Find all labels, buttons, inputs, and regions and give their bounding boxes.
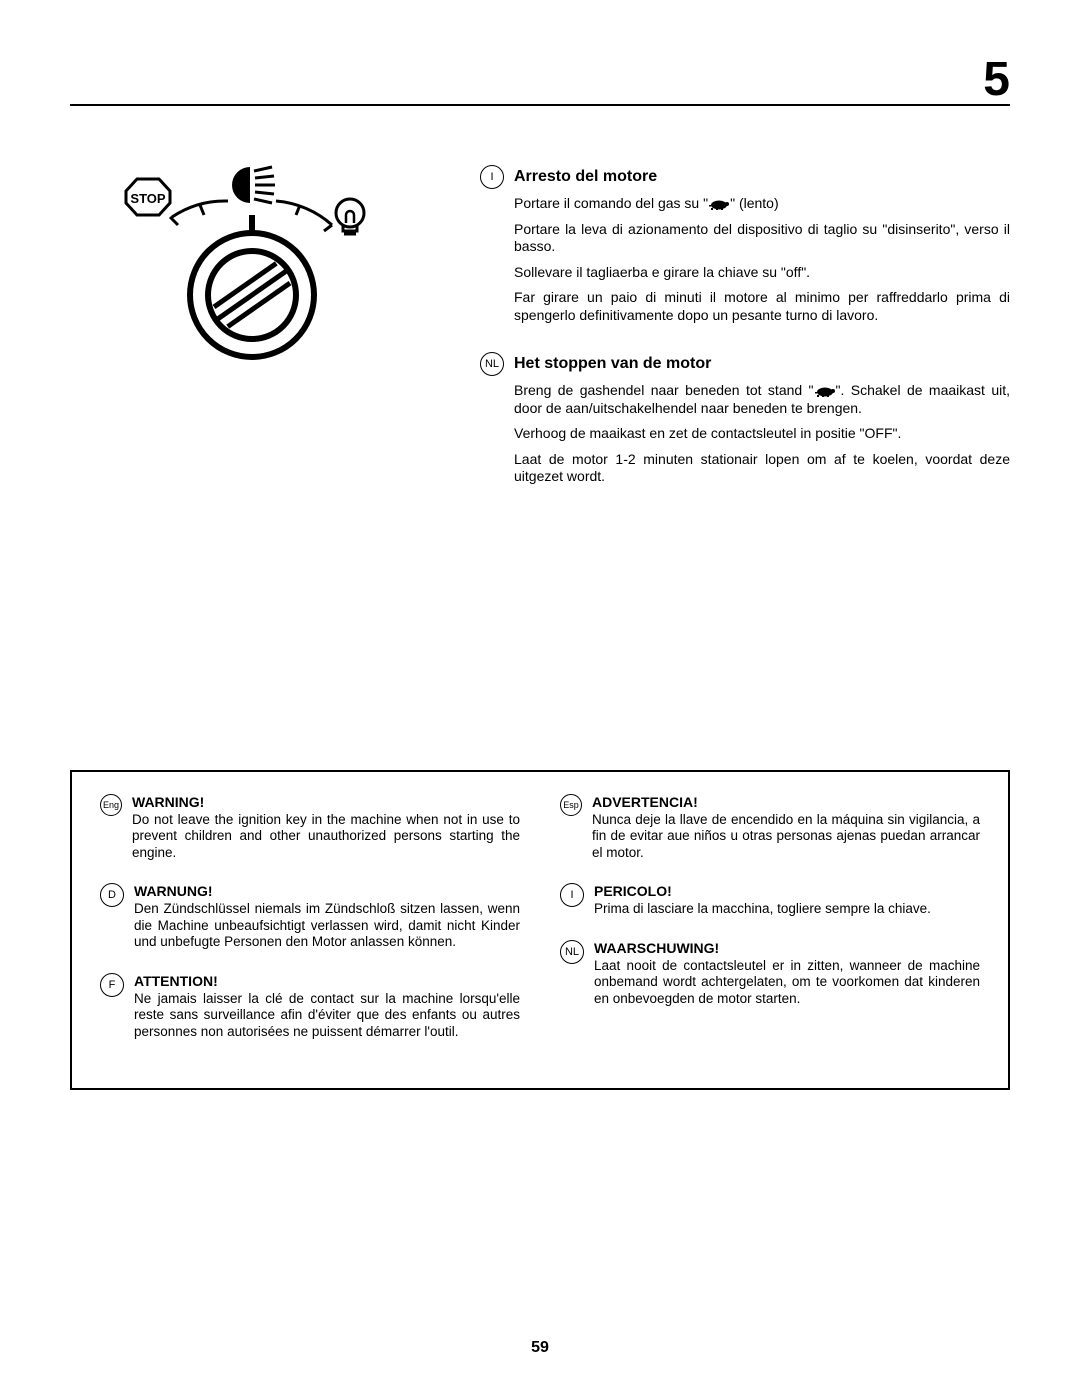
warning-body: Prima di lasciare la macchina, togliere … [594,901,980,917]
warning-text: WARNING! Do not leave the ignition key in… [132,794,520,861]
warning-section: Esp ADVERTENCIA! Nunca deje la llave de en… [560,794,980,861]
ignition-svg: STOP [110,165,410,385]
lang-badge: D [100,883,124,907]
lang-badge: Eng [100,794,122,816]
warning-col-right: Esp ADVERTENCIA! Nunca deje la llave de en… [560,794,980,1062]
ignition-diagram: STOP [70,165,440,514]
warning-section: Eng WARNING! Do not leave the ignition key… [100,794,520,861]
warning-text: ADVERTENCIA! Nunca deje la llave de encen… [592,794,980,861]
warning-text: PERICOLO! Prima di lasciare la macchina, … [594,883,980,917]
section-heading: NL Het stoppen van de motor [480,352,1010,376]
warning-body: Do not leave the ignition key in the mac… [132,812,520,861]
instruction-section: NL Het stoppen van de motor Breng de gashe… [480,352,1010,486]
section-body: Portare il comando del gas su "" (lento)… [480,195,1010,324]
section-title: Arresto del motore [514,168,657,186]
warning-text: WAARSCHUWING! Laat nooit de contactsleute… [594,940,980,1007]
section-title: Het stoppen van de motor [514,355,711,373]
paragraph: Breng de gashendel naar beneden tot stan… [480,382,1010,417]
instruction-section: I Arresto del motore Portare il comando de… [480,165,1010,324]
section-heading: I Arresto del motore [480,165,1010,189]
warning-title: WARNING! [132,794,520,810]
lang-badge: NL [480,352,504,376]
warning-col-left: Eng WARNING! Do not leave the ignition key… [100,794,520,1062]
warning-body: Laat nooit de contactsleutel er in zitte… [594,958,980,1007]
section-body: Breng de gashendel naar beneden tot stan… [480,382,1010,486]
warning-text: WARNUNG! Den Zündschlüssel niemals im Zün… [134,883,520,950]
warning-title: WARNUNG! [134,883,520,899]
lang-badge: NL [560,940,584,964]
paragraph: Laat de motor 1-2 minuten stationair lop… [480,451,1010,486]
paragraph: Far girare un paio di minuti il motore a… [480,289,1010,324]
warning-title: WAARSCHUWING! [594,940,980,956]
svg-text:STOP: STOP [130,191,165,206]
paragraph: Sollevare il tagliaerba e girare la chia… [480,264,1010,282]
lang-badge: I [560,883,584,907]
lang-badge: I [480,165,504,189]
upper-section: STOP [70,165,1010,514]
paragraph: Portare il comando del gas su "" (lento) [480,195,1010,213]
lang-badge: F [100,973,124,997]
paragraph: Verhoog de maaikast en zet de contactsle… [480,425,1010,443]
warning-text: ATTENTION! Ne jamais laisser la clé de co… [134,973,520,1040]
page-number: 59 [0,1339,1080,1357]
warning-section: I PERICOLO! Prima di lasciare la macchina,… [560,883,980,917]
warning-title: PERICOLO! [594,883,980,899]
manual-page: 5 STOP [0,0,1080,1397]
paragraph: Portare la leva di azionamento del dispo… [480,221,1010,256]
warning-body: Nunca deje la llave de encendido en la m… [592,812,980,861]
warning-body: Den Zündschlüssel niemals im Zündschloß … [134,901,520,950]
instruction-column: I Arresto del motore Portare il comando de… [480,165,1010,514]
chapter-number: 5 [983,52,1010,107]
lang-badge: Esp [560,794,582,816]
warning-body: Ne jamais laisser la clé de contact sur … [134,991,520,1040]
warning-box: Eng WARNING! Do not leave the ignition key… [70,770,1010,1090]
warning-section: D WARNUNG! Den Zündschlüssel niemals im Zü… [100,883,520,950]
top-divider [70,104,1010,106]
warning-section: F ATTENTION! Ne jamais laisser la clé de c… [100,973,520,1040]
warning-section: NL WAARSCHUWING! Laat nooit de contactsleu… [560,940,980,1007]
warning-title: ADVERTENCIA! [592,794,980,810]
warning-title: ATTENTION! [134,973,520,989]
